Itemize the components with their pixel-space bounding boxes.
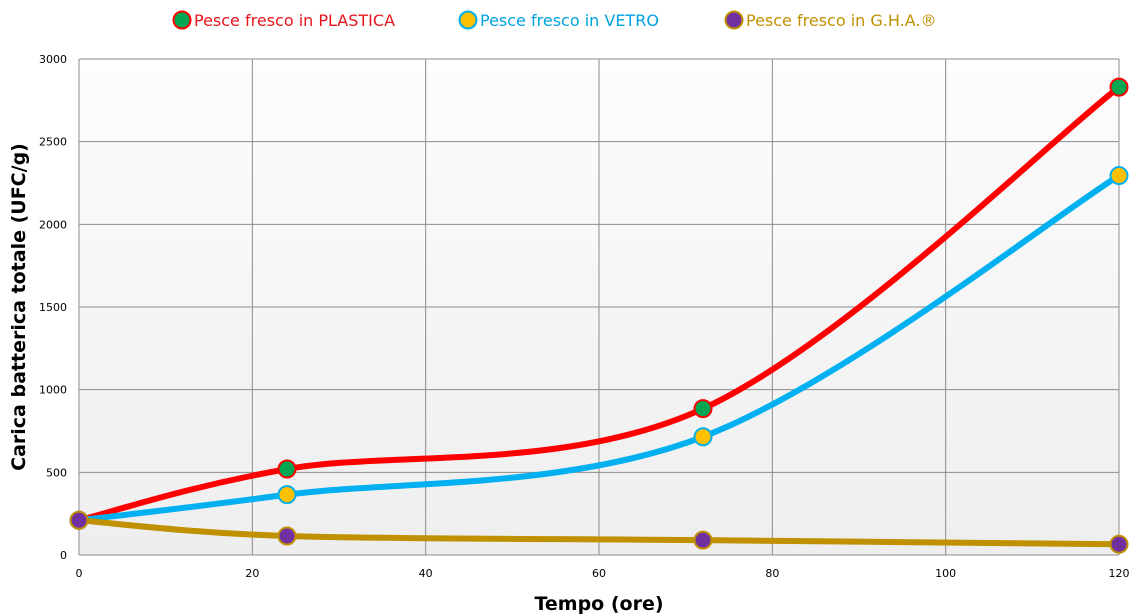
grid: [78, 58, 1120, 556]
x-tick-label: 80: [765, 567, 779, 580]
data-point-marker: [693, 427, 713, 447]
series-line-1: [76, 84, 1122, 524]
y-tick-label: 500: [46, 466, 67, 479]
tick-labels: 0 500 1000 1500 2000 2500 3000 0 20 40 60 80 100 120: [39, 53, 1130, 580]
legend-label: Pesce fresco in G.H.A.®: [746, 11, 936, 30]
data-point-marker: [1109, 166, 1129, 186]
marker-group: [69, 77, 1129, 554]
legend-label: Pesce fresco in VETRO: [480, 11, 659, 30]
x-tick-label: 100: [935, 567, 956, 580]
legend-label: Pesce fresco in PLASTICA: [194, 11, 395, 30]
y-axis-title: Carica batterica totale (UFC/g): [8, 143, 30, 471]
data-point-marker: [277, 459, 297, 479]
data-point-marker: [277, 485, 297, 505]
x-tick-label: 120: [1109, 567, 1130, 580]
legend-marker: [458, 10, 478, 30]
data-point-marker: [693, 399, 713, 419]
x-tick-label: 0: [76, 567, 83, 580]
x-tick-label: 20: [245, 567, 259, 580]
legend: Pesce fresco in PLASTICA Pesce fresco in …: [172, 10, 936, 30]
y-tick-label: 0: [60, 549, 67, 562]
x-axis-title: Tempo (ore): [534, 593, 663, 615]
x-tick-label: 60: [592, 567, 606, 580]
x-tick-label: 40: [419, 567, 433, 580]
legend-marker: [172, 10, 192, 30]
data-point-marker: [69, 510, 89, 530]
data-point-marker: [277, 526, 297, 546]
data-point-marker: [693, 530, 713, 550]
y-tick-label: 2500: [39, 136, 67, 149]
y-tick-label: 1000: [39, 384, 67, 397]
series-line-3: [76, 517, 1122, 548]
series-group: [76, 84, 1122, 548]
data-point-marker: [1109, 77, 1129, 97]
legend-marker: [724, 10, 744, 30]
y-tick-label: 1500: [39, 301, 67, 314]
y-tick-label: 2000: [39, 218, 67, 231]
data-point-marker: [1109, 534, 1129, 554]
series-line-2: [76, 172, 1122, 524]
y-tick-label: 3000: [39, 53, 67, 66]
